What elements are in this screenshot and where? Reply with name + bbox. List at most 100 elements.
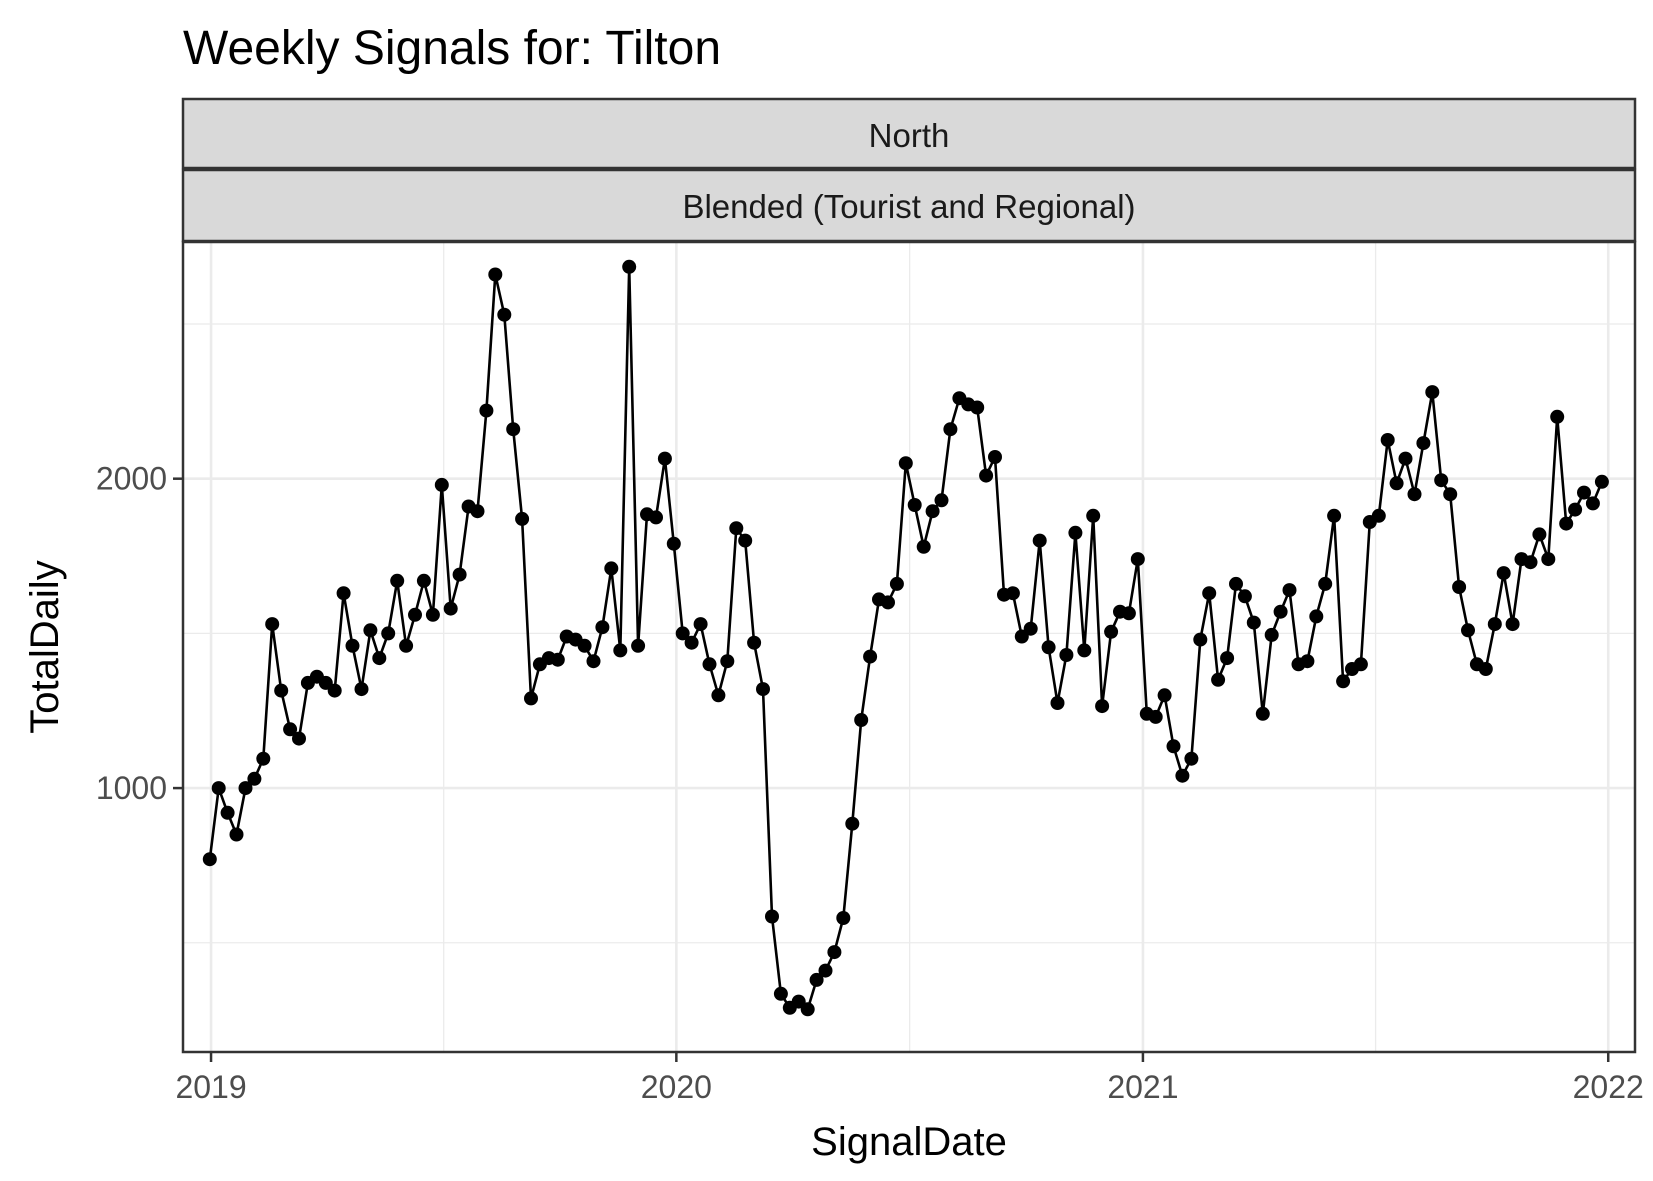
x-tick-label: 2021 — [1107, 1069, 1178, 1105]
data-point — [622, 259, 637, 274]
data-point — [765, 909, 779, 924]
strip-top — [181, 97, 1637, 170]
axis-layer: 2019 2020 2021 2022 1000 2000 — [96, 461, 1644, 1105]
data-point — [889, 576, 904, 591]
data-point — [1559, 516, 1574, 531]
data-point — [408, 607, 422, 622]
data-point — [354, 682, 369, 697]
data-point — [1487, 617, 1502, 632]
data-point — [425, 607, 440, 622]
data-point — [934, 493, 949, 508]
data-point — [595, 620, 610, 635]
data-point — [506, 422, 521, 437]
data-point — [702, 657, 717, 672]
x-tick-label: 2019 — [175, 1069, 246, 1105]
data-point — [1068, 525, 1083, 540]
x-tick-label: 2022 — [1573, 1069, 1644, 1105]
data-point — [1282, 583, 1297, 598]
data-point — [434, 477, 449, 492]
data-point — [524, 691, 538, 706]
data-point — [479, 403, 494, 418]
data-point — [1541, 552, 1556, 567]
data-point — [1443, 487, 1458, 502]
data-point — [238, 781, 253, 796]
data-point — [1327, 508, 1342, 523]
data-point — [345, 638, 360, 653]
data-point — [1005, 586, 1020, 601]
data-point — [1380, 433, 1395, 447]
data-point — [1202, 586, 1217, 601]
data-point — [1434, 473, 1449, 488]
x-tick-label: 2020 — [641, 1069, 712, 1105]
data-point — [916, 539, 931, 554]
data-point — [720, 654, 735, 669]
data-point — [1095, 699, 1110, 714]
data-point — [613, 643, 628, 658]
y-axis-title: TotalDaily — [23, 560, 67, 733]
chart-title: Weekly Signals for: Tilton — [183, 22, 721, 75]
data-point — [809, 972, 824, 987]
data-point — [1050, 696, 1065, 710]
data-point — [970, 400, 985, 415]
data-point — [550, 652, 565, 667]
data-point — [443, 601, 458, 616]
data-point — [1300, 654, 1315, 669]
data-point — [604, 561, 619, 576]
data-point — [488, 267, 503, 282]
data-point — [729, 521, 744, 536]
data-point — [827, 945, 842, 960]
data-point — [1398, 451, 1413, 466]
data-point — [381, 626, 396, 641]
data-point — [336, 586, 351, 601]
data-point — [800, 1002, 815, 1017]
data-point — [202, 852, 217, 867]
data-point — [363, 623, 378, 638]
data-point — [292, 731, 306, 746]
data-point — [1407, 487, 1422, 502]
panel-border — [181, 240, 1637, 1054]
data-point — [1193, 632, 1208, 647]
data-point — [1452, 580, 1467, 594]
data-point — [1148, 709, 1163, 724]
data-point — [256, 751, 271, 766]
data-point — [1184, 751, 1199, 766]
data-point — [711, 688, 726, 703]
data-point — [684, 635, 699, 650]
data-point — [327, 683, 342, 698]
y-tick-label: 1000 — [96, 770, 167, 806]
data-point — [845, 816, 860, 831]
data-point — [1130, 552, 1145, 567]
data-point — [1237, 589, 1252, 604]
data-point — [1059, 648, 1074, 662]
data-point — [1425, 385, 1440, 400]
data-point — [836, 911, 851, 925]
data-point — [1211, 672, 1226, 687]
data-point — [1585, 496, 1600, 511]
data-point — [943, 422, 958, 437]
data-point — [470, 504, 485, 519]
data-point — [1309, 609, 1324, 624]
data-point — [497, 307, 512, 322]
data-point — [756, 682, 770, 697]
data-point — [1086, 508, 1101, 523]
data-point — [907, 498, 922, 512]
data-point — [773, 986, 788, 1001]
data-point — [211, 781, 226, 796]
data-point — [1121, 606, 1136, 621]
data-point — [1077, 643, 1092, 658]
data-point — [1246, 615, 1261, 630]
data-point — [229, 827, 244, 842]
data-point — [1568, 502, 1583, 517]
strip-label-north: North — [869, 117, 950, 154]
data-point — [1166, 739, 1181, 754]
data-point — [372, 651, 387, 666]
data-point — [1041, 640, 1056, 655]
data-point — [1594, 474, 1609, 489]
data-point — [1550, 409, 1565, 424]
data-point — [1496, 566, 1511, 581]
data-point — [881, 595, 895, 610]
data-point — [1532, 527, 1547, 542]
data-point — [515, 511, 530, 526]
